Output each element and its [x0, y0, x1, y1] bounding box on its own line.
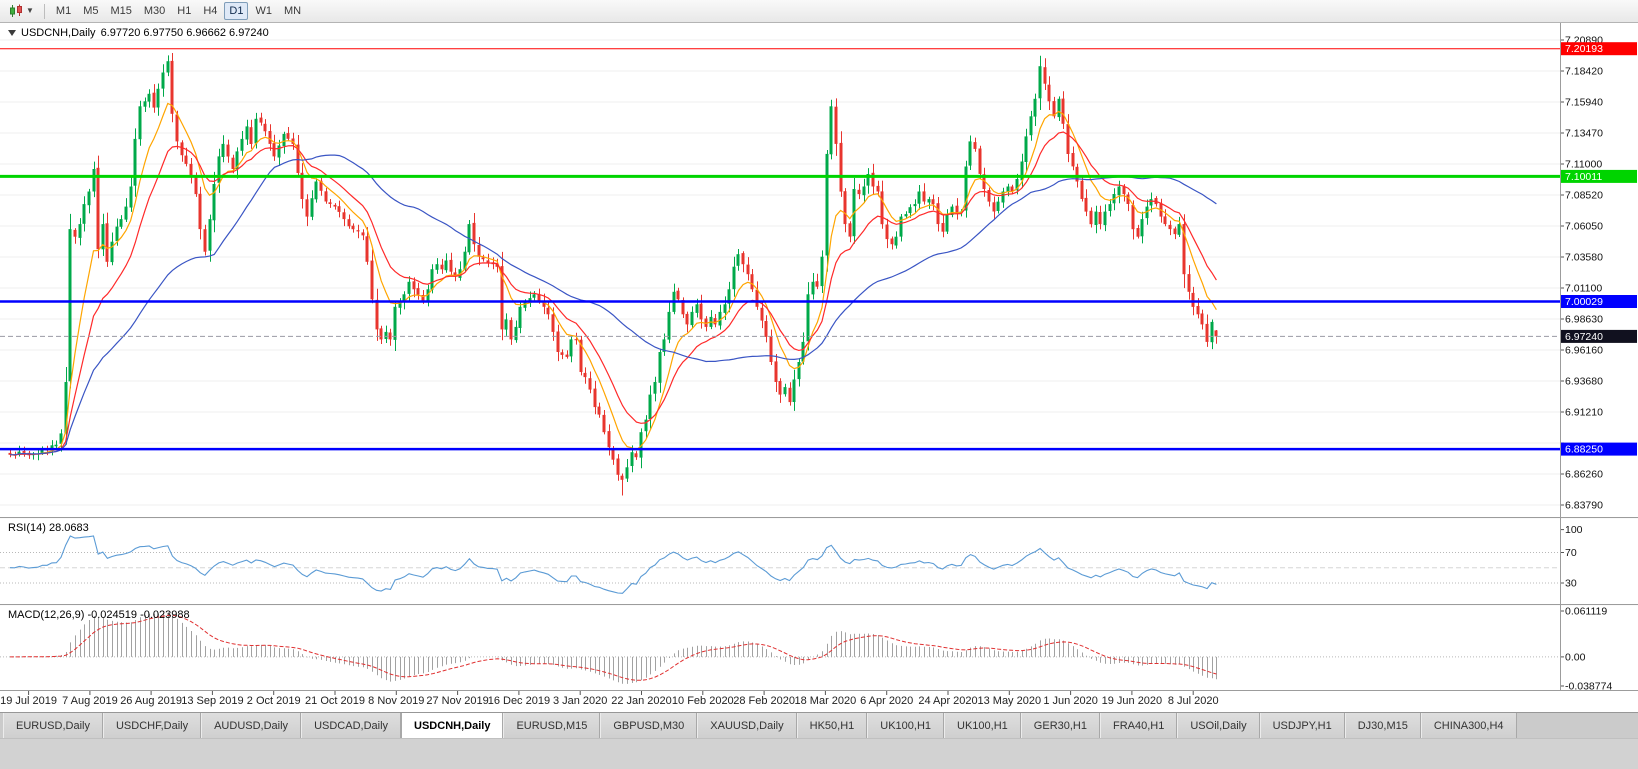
horizontal-lines-layer [0, 48, 1560, 451]
svg-text:18 Mar 2020: 18 Mar 2020 [795, 695, 857, 707]
svg-text:7.11000: 7.11000 [1565, 159, 1602, 171]
status-strip [0, 738, 1638, 769]
svg-text:8 Nov 2019: 8 Nov 2019 [368, 695, 424, 707]
price-scale[interactable]: 7.208907.184207.159407.134707.110007.085… [1560, 35, 1637, 512]
svg-text:30: 30 [1565, 578, 1577, 590]
svg-text:3 Jan 2020: 3 Jan 2020 [553, 695, 607, 707]
svg-text:0.061119: 0.061119 [1565, 606, 1607, 618]
svg-text:8 Jul 2020: 8 Jul 2020 [1168, 695, 1219, 707]
svg-text:7.08520: 7.08520 [1565, 190, 1603, 202]
svg-text:28 Feb 2020: 28 Feb 2020 [733, 695, 795, 707]
svg-text:24 Apr 2020: 24 Apr 2020 [918, 695, 977, 707]
price-grid [0, 39, 1560, 506]
chart-tab-china300-h4[interactable]: CHINA300,H4 [1420, 713, 1517, 738]
candles-layer [8, 53, 1218, 496]
chart-area: 7.20890 7.18420 7.15940 7.13470 7.11000 7.085… [0, 23, 1638, 712]
chart-tab-eurusd-daily[interactable]: EURUSD,Daily [3, 713, 103, 738]
chart-tab-usdjpy-h1[interactable]: USDJPY,H1 [1259, 713, 1345, 738]
timeframe-button-m30[interactable]: M30 [143, 5, 166, 17]
chart-tabs-bar: EURUSD,Daily USDCHF,Daily AUDUSD,Daily USDC… [0, 712, 1638, 738]
mid-ema-line [9, 131, 1217, 456]
panel-dividers[interactable] [0, 23, 1638, 691]
svg-text:6.96160: 6.96160 [1565, 345, 1603, 357]
svg-text:7.01100: 7.01100 [1565, 283, 1602, 295]
svg-text:7.03580: 7.03580 [1565, 252, 1603, 264]
svg-text:7.18420: 7.18420 [1565, 66, 1603, 78]
svg-text:6.91210: 6.91210 [1565, 407, 1603, 419]
rsi-panel: 100 70 30 [0, 524, 1583, 594]
slow-sma-line [9, 154, 1217, 456]
timeframe-toolbar: ▼ M1 M5 M15 M30 H1 H4 D1 W1 MN [0, 0, 1638, 23]
chart-tab-fra40-h1[interactable]: FRA40,H1 [1100, 713, 1178, 738]
svg-text:6.93680: 6.93680 [1565, 376, 1603, 388]
svg-text:70: 70 [1565, 547, 1577, 559]
time-scale[interactable]: 19 Jul 2019 7 Aug 2019 26 Aug 2019 13 Sep 2… [0, 691, 1219, 707]
svg-text:7.06050: 7.06050 [1565, 221, 1603, 233]
fast-ema-line [9, 102, 1217, 456]
chart-tab-xauusd-daily[interactable]: XAUUSD,Daily [697, 713, 797, 738]
chart-tab-usdchf-daily[interactable]: USDCHF,Daily [102, 713, 202, 738]
svg-text:7.20193: 7.20193 [1565, 43, 1603, 55]
timeframe-button-w1[interactable]: W1 [255, 5, 272, 17]
macd-signal-line [10, 614, 1217, 681]
chart-tab-usoil-daily[interactable]: USOil,Daily [1177, 713, 1260, 738]
svg-text:7 Aug 2019: 7 Aug 2019 [62, 695, 118, 707]
svg-text:6.98630: 6.98630 [1565, 314, 1603, 326]
svg-text:6.83790: 6.83790 [1565, 500, 1603, 512]
svg-text:0.00: 0.00 [1565, 651, 1586, 663]
chart-tab-uk100-h1[interactable]: UK100,H1 [867, 713, 945, 738]
rsi-line [9, 535, 1217, 594]
chart-tab-usdcnh-daily[interactable]: USDCNH,Daily [401, 713, 504, 738]
chart-tab-ger30-h1[interactable]: GER30,H1 [1020, 713, 1100, 738]
timeframe-button-d1[interactable]: D1 [224, 2, 249, 20]
svg-text:22 Jan 2020: 22 Jan 2020 [611, 695, 672, 707]
svg-text:100: 100 [1565, 524, 1583, 536]
svg-text:6 Apr 2020: 6 Apr 2020 [860, 695, 913, 707]
timeframe-button-mn[interactable]: MN [283, 5, 302, 17]
svg-text:21 Oct 2019: 21 Oct 2019 [305, 695, 365, 707]
candlestick-chart[interactable]: 7.208907.184207.159407.134707.110007.085… [0, 23, 1638, 712]
svg-text:2 Oct 2019: 2 Oct 2019 [247, 695, 301, 707]
chart-tab-eurusd-m15[interactable]: EURUSD,M15 [503, 713, 601, 738]
svg-text:7.15940: 7.15940 [1565, 97, 1603, 109]
chart-tab-audusd-daily[interactable]: AUDUSD,Daily [201, 713, 302, 738]
svg-text:7.10011: 7.10011 [1565, 171, 1602, 183]
svg-text:13 Sep 2019: 13 Sep 2019 [181, 695, 243, 707]
chart-type-button[interactable]: ▼ [4, 2, 39, 20]
svg-text:7.13470: 7.13470 [1565, 128, 1603, 140]
svg-text:-0.038774: -0.038774 [1565, 681, 1612, 693]
chevron-down-icon: ▼ [26, 6, 34, 15]
svg-text:6.88250: 6.88250 [1565, 444, 1603, 456]
macd-panel: 0.061119 0.00 -0.038774 [0, 606, 1612, 693]
toolbar-separator [43, 3, 45, 19]
svg-text:19 Jun 2020: 19 Jun 2020 [1102, 695, 1163, 707]
chart-tab-gbpusd-m30[interactable]: GBPUSD,M30 [600, 713, 698, 738]
timeframe-buttons: M1 M5 M15 M30 H1 H4 D1 W1 MN [50, 2, 307, 20]
chart-tab-dj30-m15[interactable]: DJ30,M15 [1344, 713, 1421, 738]
timeframe-button-m1[interactable]: M1 [55, 5, 72, 17]
svg-text:19 Jul 2019: 19 Jul 2019 [0, 695, 57, 707]
chart-tab-uk100-h1[interactable]: UK100,H1 [944, 713, 1021, 738]
timeframe-button-h1[interactable]: H1 [177, 5, 192, 17]
candlestick-chart-icon [10, 4, 22, 17]
svg-text:16 Dec 2019: 16 Dec 2019 [488, 695, 550, 707]
svg-text:26 Aug 2019: 26 Aug 2019 [120, 695, 182, 707]
timeframe-button-m15[interactable]: M15 [110, 5, 132, 17]
moving-averages-layer [9, 102, 1217, 456]
chart-tab-hk50-h1[interactable]: HK50,H1 [796, 713, 868, 738]
svg-text:27 Nov 2019: 27 Nov 2019 [426, 695, 488, 707]
timeframe-button-h4[interactable]: H4 [203, 5, 218, 17]
svg-text:10 Feb 2020: 10 Feb 2020 [672, 695, 734, 707]
svg-text:6.86260: 6.86260 [1565, 469, 1603, 481]
chart-tab-usdcad-daily[interactable]: USDCAD,Daily [301, 713, 402, 738]
svg-text:6.97240: 6.97240 [1565, 331, 1603, 343]
timeframe-button-m5[interactable]: M5 [83, 5, 99, 17]
svg-text:1 Jun 2020: 1 Jun 2020 [1043, 695, 1097, 707]
svg-text:7.00029: 7.00029 [1565, 296, 1603, 308]
svg-text:13 May 2020: 13 May 2020 [977, 695, 1041, 707]
